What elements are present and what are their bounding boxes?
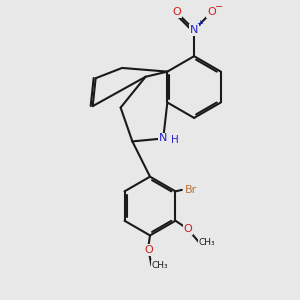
Text: O: O [183, 224, 192, 234]
Text: O: O [144, 245, 153, 255]
Text: N: N [190, 25, 198, 35]
Text: CH₃: CH₃ [199, 238, 215, 247]
Text: CH₃: CH₃ [152, 261, 168, 270]
Text: −: − [215, 2, 223, 12]
Text: O: O [172, 7, 181, 17]
Text: O: O [207, 7, 216, 17]
Text: N: N [159, 134, 167, 143]
Text: Br: Br [184, 185, 197, 195]
Text: H: H [170, 135, 178, 145]
Text: +: + [196, 19, 203, 28]
